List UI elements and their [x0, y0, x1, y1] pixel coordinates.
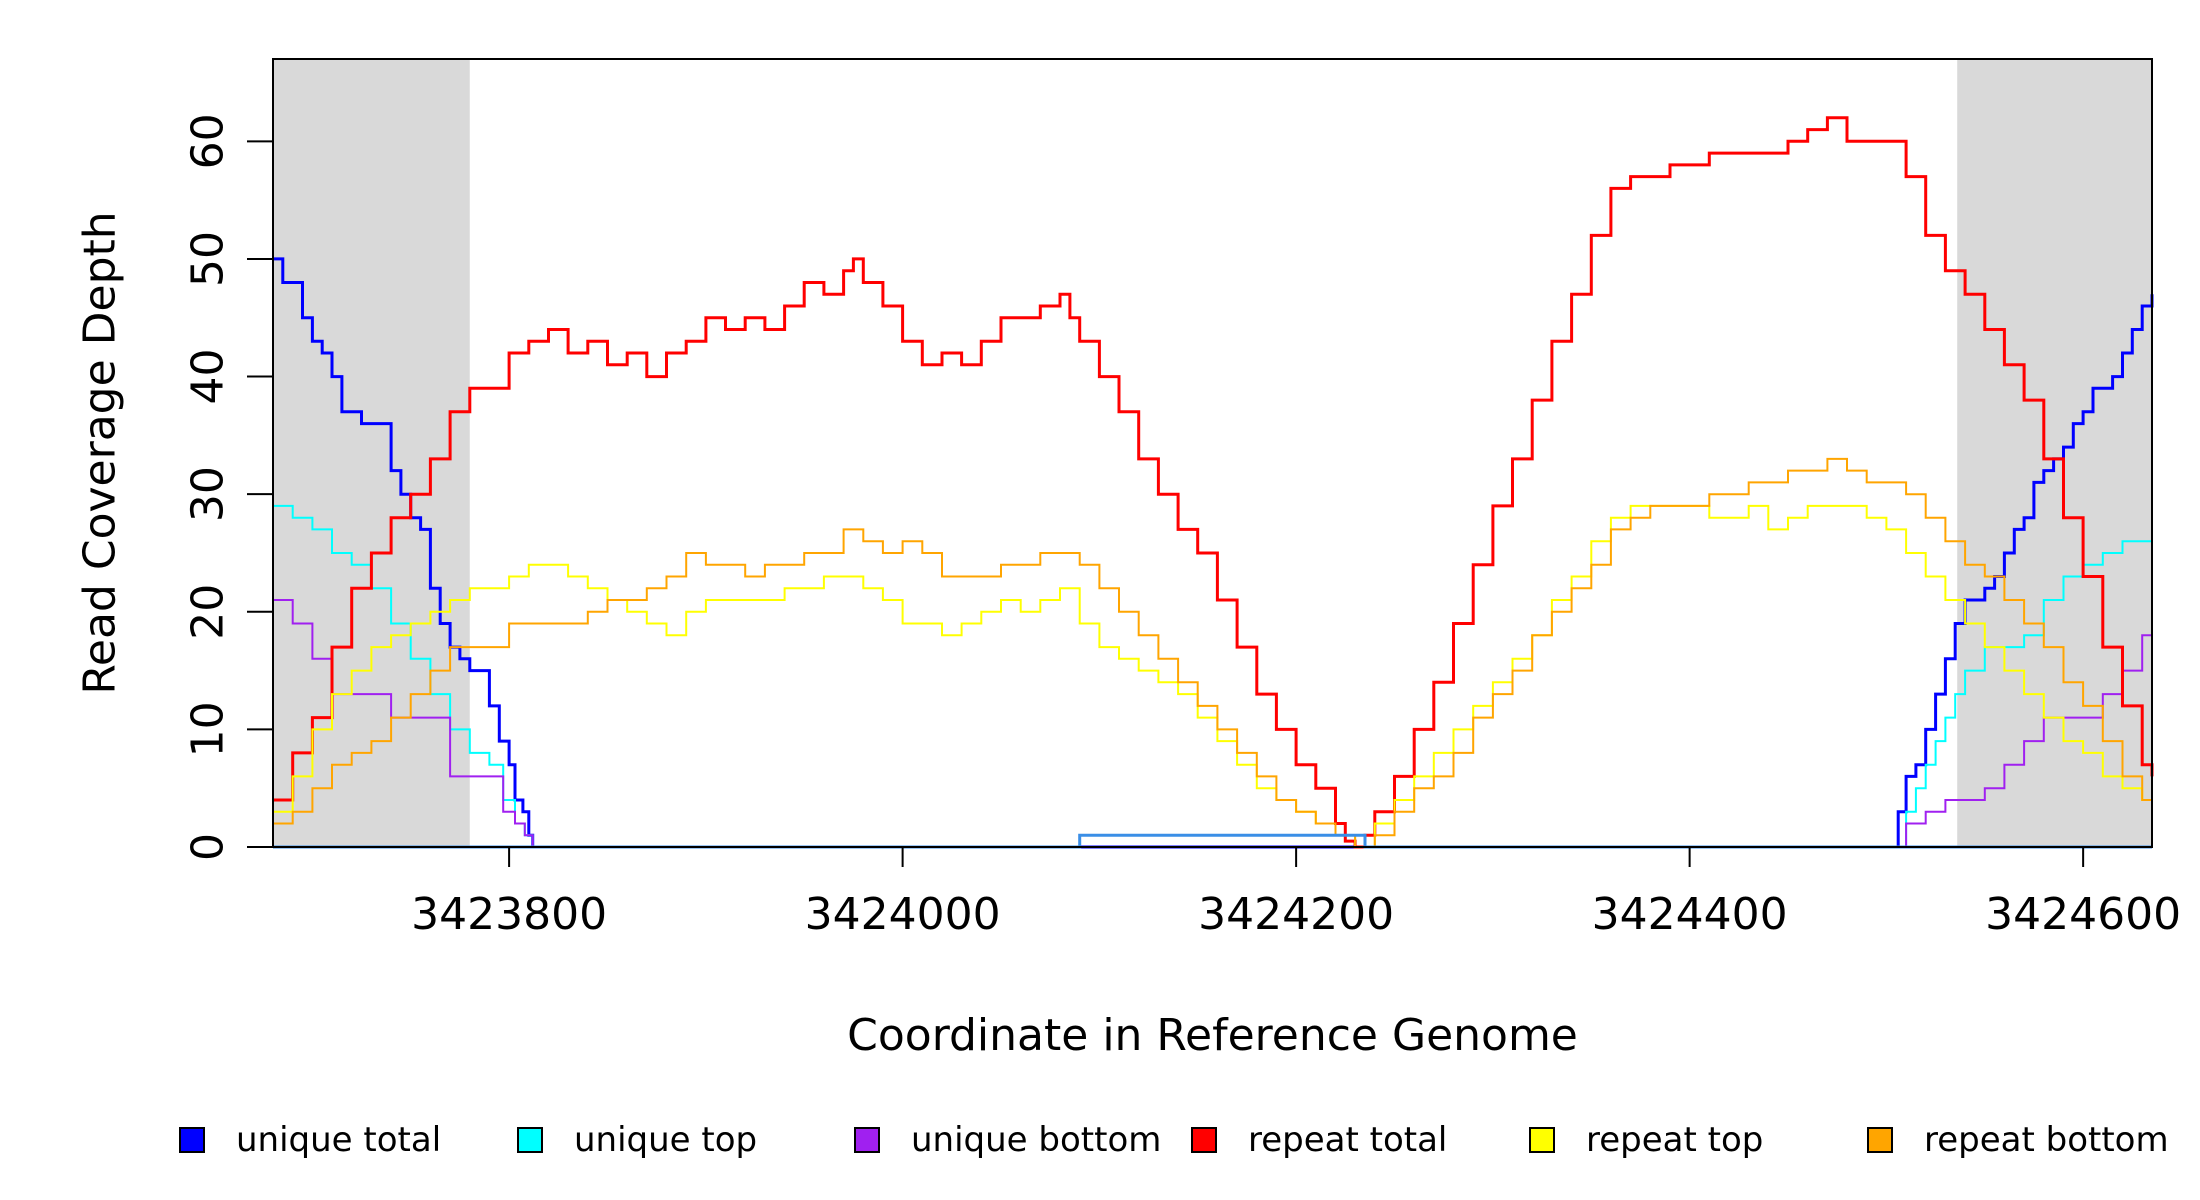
series-line-3: [273, 116, 2154, 849]
legend-swatch-5: [1867, 1127, 1893, 1153]
legend-label-1: unique top: [574, 1120, 757, 1160]
x-tick-label-3: 3424400: [1592, 889, 1788, 940]
legend-swatch-1: [517, 1127, 543, 1153]
shaded-region-1: [1957, 59, 2152, 847]
legend: unique total unique top unique bottom repea…: [179, 1120, 2169, 1160]
y-tick-label-0: 0: [183, 833, 234, 861]
legend-label-2: unique bottom: [911, 1120, 1161, 1160]
x-tick-label-1: 3424000: [805, 889, 1001, 940]
y-tick-label-1: 10: [183, 701, 234, 757]
x-tick-label-4: 3424600: [1985, 889, 2181, 940]
y-tick-label-6: 60: [183, 113, 234, 169]
shaded-region-0: [273, 59, 470, 847]
x-axis: 3423800 3424000 3424200 3424400 3424600: [411, 847, 2181, 940]
legend-label-5: repeat bottom: [1924, 1120, 2169, 1160]
series-line-4: [273, 504, 2153, 848]
series-lines: [273, 116, 2154, 849]
x-tick-label-2: 3424200: [1198, 889, 1394, 940]
y-tick-label-3: 30: [183, 466, 234, 522]
legend-label-3: repeat total: [1248, 1120, 1447, 1160]
y-tick-label-5: 50: [183, 231, 234, 287]
y-axis-title: Read Coverage Depth: [75, 211, 126, 694]
legend-swatch-4: [1529, 1127, 1555, 1153]
y-tick-label-2: 20: [183, 584, 234, 640]
y-tick-label-4: 40: [183, 349, 234, 405]
x-axis-title: Coordinate in Reference Genome: [847, 1010, 1578, 1061]
legend-label-0: unique total: [236, 1120, 441, 1160]
series-line-1: [273, 504, 2152, 848]
legend-swatch-0: [179, 1127, 205, 1153]
plot-frame: [272, 58, 2153, 848]
shaded-regions: [273, 59, 2152, 847]
legend-swatch-2: [854, 1127, 880, 1153]
x-tick-label-0: 3423800: [411, 889, 607, 940]
series-line-2: [273, 599, 2153, 848]
series-line-5: [273, 457, 2153, 848]
y-axis: 0 10 20 30 40 50 60: [183, 113, 273, 861]
legend-label-4: repeat top: [1586, 1120, 1763, 1160]
series-line-6: [273, 833, 2152, 849]
legend-swatch-3: [1191, 1127, 1217, 1153]
